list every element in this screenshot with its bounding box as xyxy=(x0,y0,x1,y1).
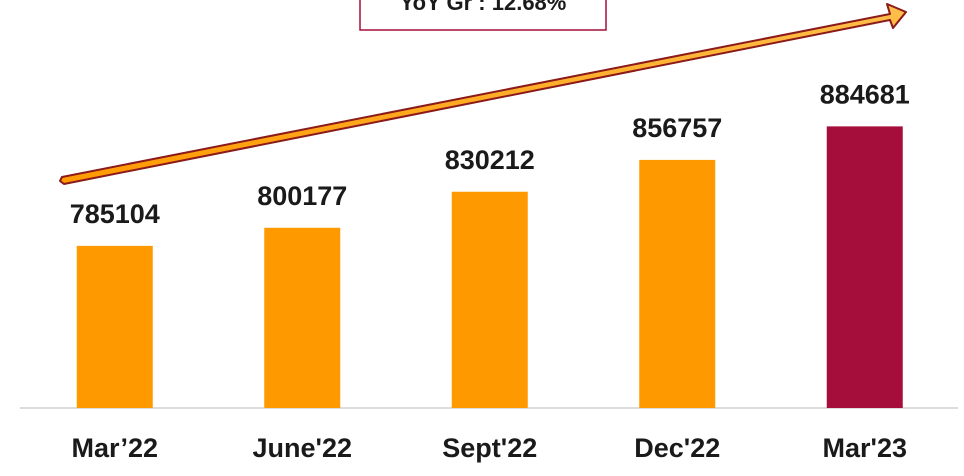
bar xyxy=(451,191,528,408)
value-label: 884681 xyxy=(820,80,910,110)
value-label: 785104 xyxy=(70,199,160,229)
value-label: 830212 xyxy=(445,145,535,175)
annotation: YoY Gr : 12.68% xyxy=(400,0,567,15)
x-tick-label: Sept'22 xyxy=(442,433,537,463)
x-tick-label: Dec'22 xyxy=(634,433,720,463)
bar xyxy=(639,159,716,408)
value-label: 800177 xyxy=(257,181,347,211)
bar xyxy=(76,245,153,408)
x-tick-label: Mar'23 xyxy=(823,433,907,463)
value-label: 856757 xyxy=(632,113,722,143)
growth-arrow xyxy=(59,3,907,185)
bar xyxy=(826,126,903,408)
bar xyxy=(264,227,341,408)
annotation-box xyxy=(359,0,607,31)
x-tick-label: June'22 xyxy=(253,433,352,463)
x-tick-label: Mar’22 xyxy=(71,433,158,463)
